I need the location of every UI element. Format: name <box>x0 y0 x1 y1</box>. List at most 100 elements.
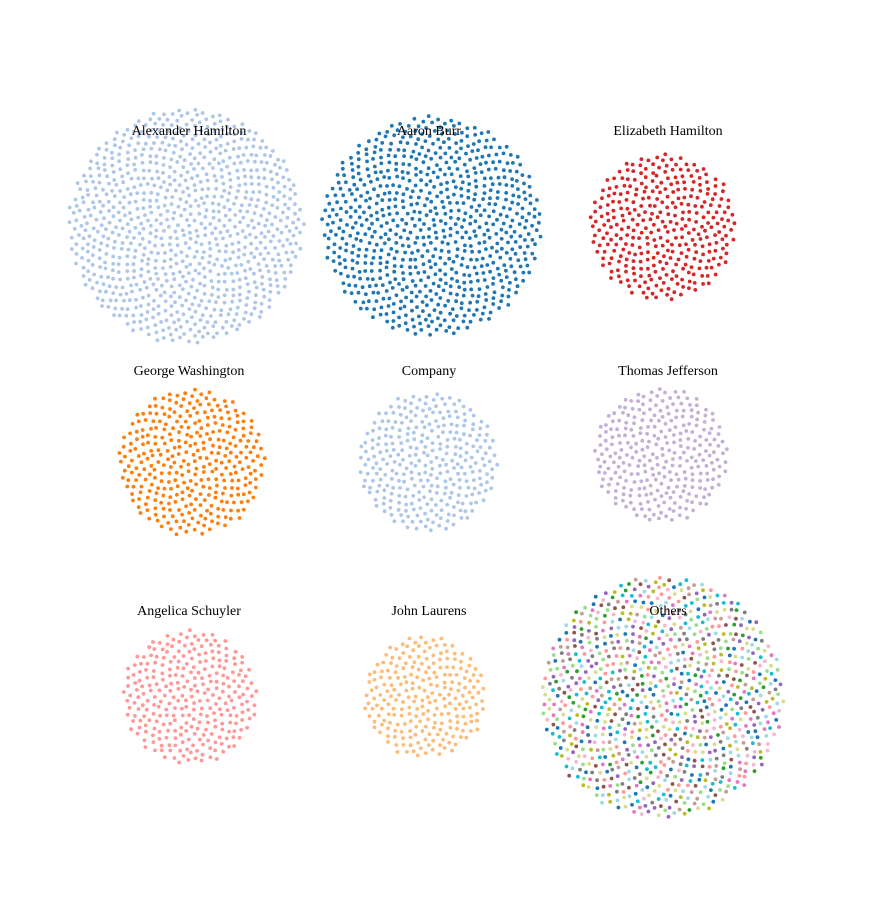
data-point <box>666 212 671 217</box>
data-point <box>207 162 212 166</box>
data-point <box>474 208 479 213</box>
data-point <box>193 683 197 688</box>
data-point <box>630 162 635 167</box>
data-point <box>249 175 254 180</box>
data-point <box>145 433 150 438</box>
data-point <box>433 699 438 703</box>
data-point <box>249 168 254 173</box>
data-point <box>352 274 356 279</box>
data-point <box>260 275 265 279</box>
data-point <box>101 203 105 208</box>
data-point <box>572 625 577 629</box>
data-point <box>732 622 737 627</box>
data-point <box>665 405 670 410</box>
data-point <box>737 774 742 778</box>
data-point <box>390 468 395 473</box>
data-point <box>275 206 280 210</box>
data-point <box>708 603 713 608</box>
data-point <box>414 425 419 430</box>
data-point <box>231 287 236 292</box>
data-point <box>168 508 172 512</box>
data-point <box>607 689 611 694</box>
data-point <box>202 137 207 142</box>
data-point <box>207 462 212 466</box>
data-point <box>630 802 634 807</box>
data-point <box>155 518 160 523</box>
data-point <box>457 121 462 126</box>
data-point <box>443 261 447 266</box>
data-point <box>445 180 449 185</box>
data-point <box>545 717 550 722</box>
data-point <box>163 251 167 255</box>
data-point <box>403 494 408 499</box>
data-point <box>161 123 166 127</box>
data-point <box>222 478 227 483</box>
data-point <box>434 292 439 296</box>
data-point <box>231 435 236 440</box>
data-point <box>389 491 394 496</box>
data-point <box>593 448 597 453</box>
data-point <box>607 261 612 266</box>
data-point <box>380 141 385 145</box>
data-point <box>113 239 117 244</box>
data-point <box>420 661 424 666</box>
data-point <box>684 763 689 768</box>
data-point <box>651 473 656 477</box>
data-point <box>606 414 611 418</box>
data-point <box>667 756 671 761</box>
data-point <box>447 396 452 400</box>
data-point <box>594 793 599 798</box>
data-point <box>424 414 429 419</box>
data-point <box>451 259 456 264</box>
data-point <box>378 730 382 735</box>
data-point <box>483 145 488 150</box>
data-point <box>154 234 158 239</box>
data-point <box>737 760 742 765</box>
data-point <box>668 653 672 657</box>
data-point <box>598 676 603 681</box>
data-point <box>367 490 372 495</box>
data-point <box>575 669 579 674</box>
data-point <box>168 721 173 726</box>
data-point <box>645 235 649 240</box>
data-point <box>509 234 514 239</box>
data-point <box>156 486 161 491</box>
data-point <box>209 642 213 647</box>
data-point <box>631 434 636 438</box>
data-point <box>260 139 265 143</box>
data-point <box>218 313 223 317</box>
data-point <box>235 305 240 310</box>
data-point <box>350 266 355 271</box>
data-point <box>703 778 708 783</box>
data-point <box>452 466 456 470</box>
data-point <box>695 735 700 740</box>
data-point <box>133 447 138 451</box>
data-point <box>490 467 494 472</box>
data-point <box>212 129 217 134</box>
data-point <box>622 469 627 474</box>
data-point <box>418 478 423 483</box>
data-point <box>114 182 119 187</box>
data-point <box>240 229 245 233</box>
data-point <box>133 168 138 172</box>
data-point <box>558 707 563 712</box>
data-point <box>681 423 686 428</box>
data-point <box>169 681 174 686</box>
data-point <box>634 192 638 197</box>
data-point <box>288 242 293 246</box>
data-point <box>359 444 364 449</box>
data-point <box>698 182 702 187</box>
data-point <box>398 462 402 467</box>
data-point <box>202 446 206 451</box>
data-point <box>147 683 152 688</box>
data-point <box>208 150 213 154</box>
data-point <box>251 144 256 149</box>
data-point <box>98 210 103 214</box>
data-point <box>414 173 418 177</box>
data-point <box>402 472 406 477</box>
data-point <box>751 651 755 655</box>
data-point <box>670 249 675 254</box>
cluster-company <box>358 392 500 533</box>
data-point <box>744 673 749 678</box>
data-point <box>701 215 706 220</box>
